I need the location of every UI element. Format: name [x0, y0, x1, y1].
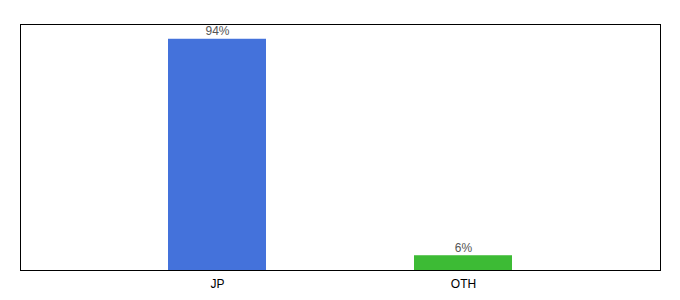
svg-text:OTH: OTH: [451, 277, 476, 291]
svg-text:6%: 6%: [455, 241, 473, 255]
svg-text:94%: 94%: [205, 24, 229, 38]
svg-text:JP: JP: [210, 277, 224, 291]
